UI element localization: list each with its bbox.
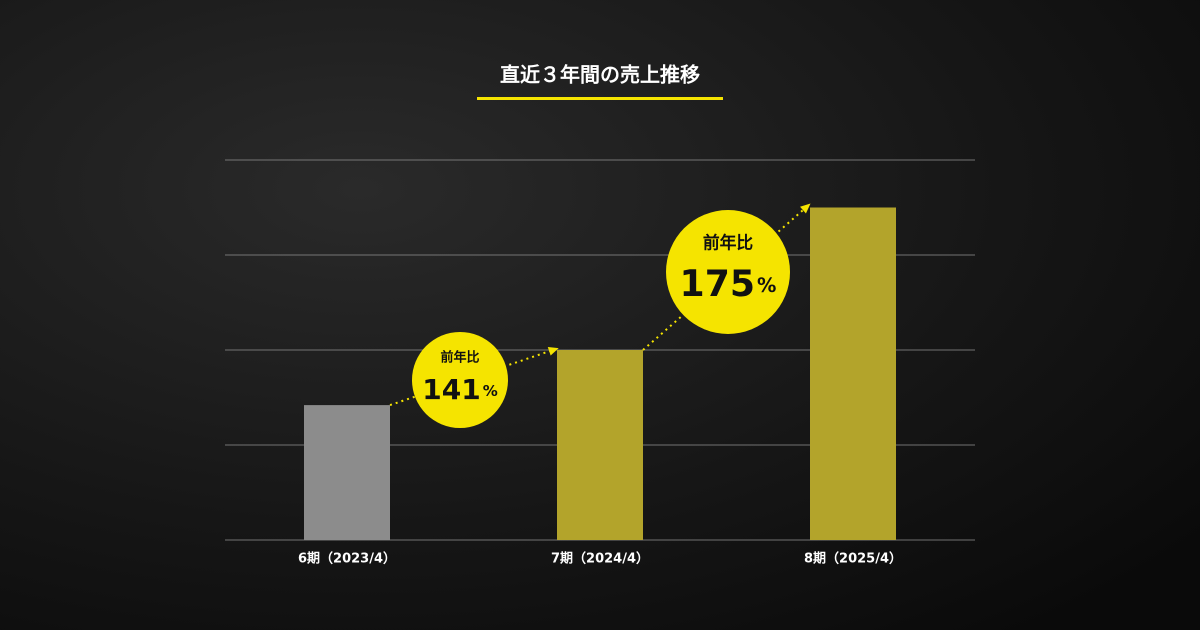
annotation-value-text: 141% — [422, 373, 497, 406]
annotation-label: 前年比 — [703, 233, 754, 253]
annotation-value: 141 — [422, 373, 480, 406]
bar — [304, 405, 390, 540]
x-tick-label: 7期（2024/4） — [551, 551, 649, 567]
connector-arrow — [800, 203, 811, 214]
annotation-badge — [412, 332, 508, 428]
annotation-unit: % — [483, 382, 498, 400]
connector-arrow — [547, 347, 559, 356]
bar — [557, 350, 643, 540]
x-tick-label: 6期（2023/4） — [298, 551, 396, 567]
chart-title: 直近３年間の売上推移 — [500, 63, 700, 87]
bar — [810, 207, 896, 540]
annotation-unit: % — [757, 274, 776, 297]
annotation-value: 175 — [680, 262, 755, 305]
title-underline — [477, 97, 723, 100]
annotation-label: 前年比 — [440, 350, 479, 366]
annotation-badge — [666, 210, 790, 334]
annotation-value-text: 175% — [680, 262, 777, 305]
x-tick-label: 8期（2025/4） — [804, 551, 902, 567]
